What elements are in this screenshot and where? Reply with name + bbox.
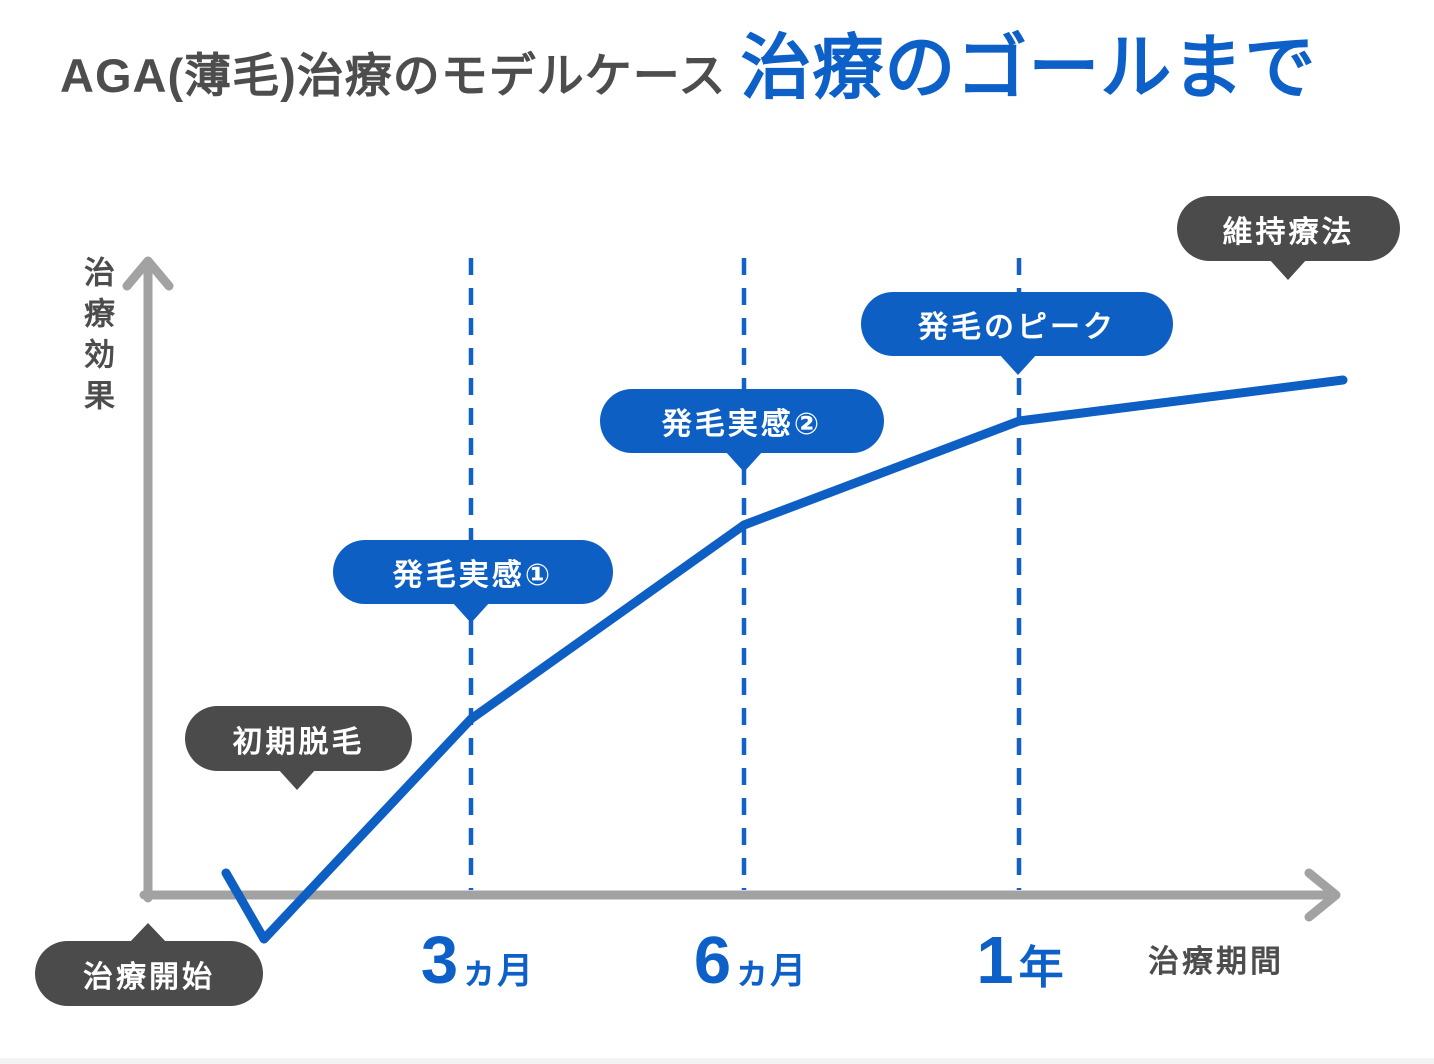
- callout-initial-shedding: 初期脱毛: [185, 706, 412, 790]
- x-tick-6-months: 6 ヵ月: [694, 922, 806, 999]
- callout-growth-felt-2: 発毛実感②: [600, 389, 884, 472]
- callout-label: 維持療法: [1222, 215, 1355, 249]
- tick-unit: 年: [1018, 942, 1064, 993]
- x-axis-arrow-icon: [1304, 868, 1341, 922]
- x-tick-1-year: 1 年: [976, 922, 1063, 999]
- x-tick-3-months: 3 ヵ月: [421, 922, 533, 999]
- callout-growth-felt-1: 発毛実感①: [333, 540, 613, 623]
- tick-number: 1: [976, 923, 1014, 998]
- tick-number: 3: [420, 923, 459, 998]
- y-axis-arrow-icon: [122, 256, 174, 291]
- page-title: AGA(薄毛)治療のモデルケース 治療のゴールまで: [60, 29, 1317, 113]
- callout-label: 発毛実感①: [392, 559, 554, 592]
- title-main: AGA(薄毛)治療のモデルケース: [60, 49, 727, 102]
- callout-growth-peak: 発毛のピーク: [861, 292, 1173, 375]
- x-axis-label: 治療期間: [1148, 944, 1284, 979]
- callout-maintenance-therapy: 維持療法: [1177, 196, 1400, 280]
- tick-number: 6: [693, 923, 732, 998]
- bottom-edge-strip: [0, 1058, 1434, 1064]
- treatment-effect-line: [221, 375, 1348, 944]
- title-highlight: 治療のゴールまで: [740, 29, 1317, 108]
- callout-label: 治療開始: [83, 960, 215, 994]
- callout-treatment-start: 治療開始: [35, 923, 263, 1006]
- y-axis-label: 治療効果: [79, 256, 114, 420]
- tick-unit: ヵ月: [461, 950, 534, 991]
- effect-curve: [221, 375, 1348, 944]
- callout-label: 初期脱毛: [232, 725, 365, 759]
- callout-label: 発毛のピーク: [918, 311, 1116, 344]
- callout-label: 発毛実感②: [661, 408, 823, 441]
- tick-unit: ヵ月: [734, 950, 807, 991]
